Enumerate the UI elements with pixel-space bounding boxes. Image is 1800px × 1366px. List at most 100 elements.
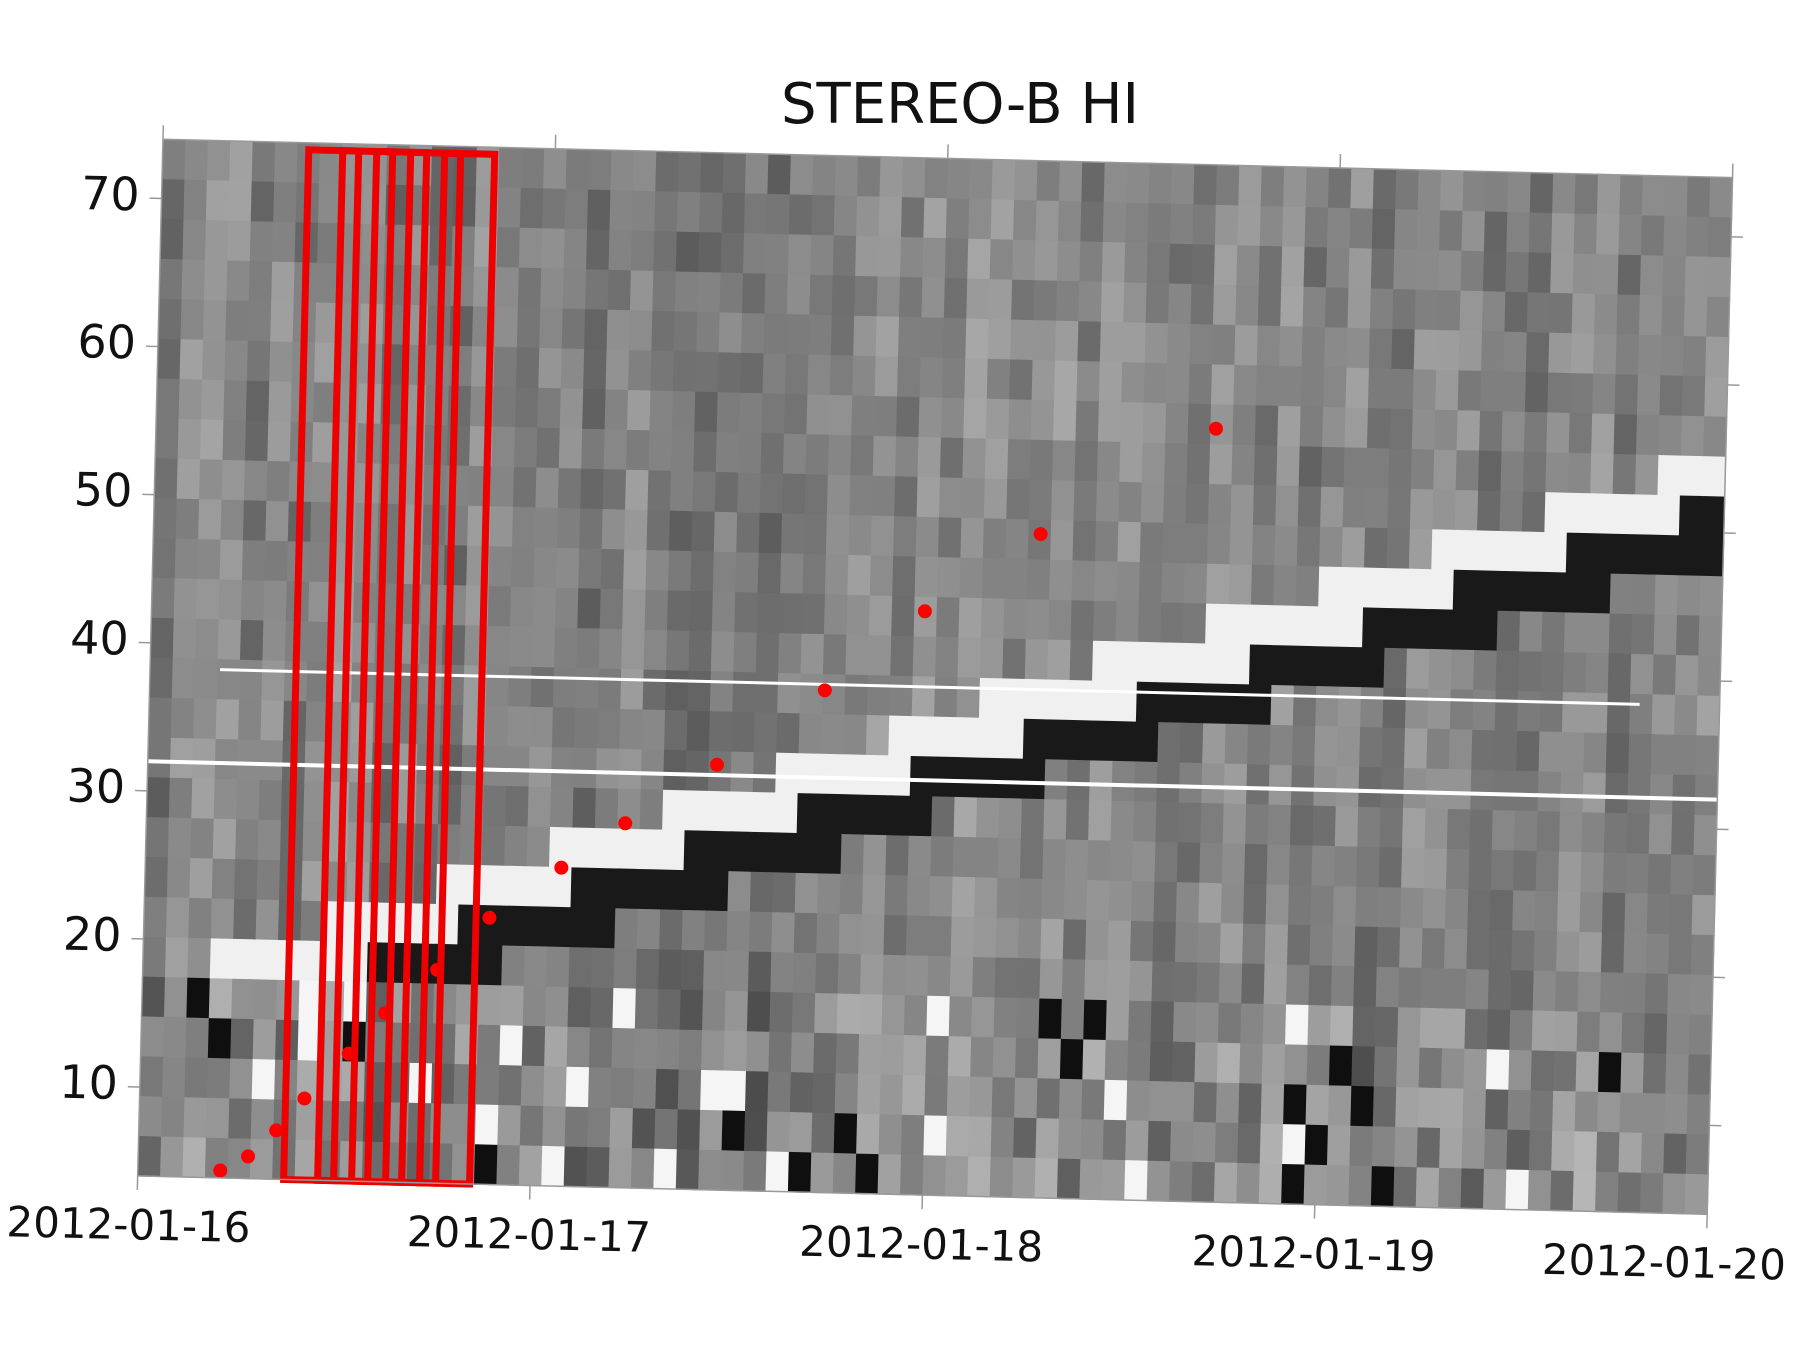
background-cell (1548, 332, 1573, 374)
background-cell (700, 152, 725, 194)
background-cell (237, 739, 262, 781)
background-cell (1411, 409, 1436, 451)
background-cell (945, 198, 970, 240)
background-cell (715, 432, 740, 474)
background-cell (243, 460, 268, 502)
background-cell (868, 595, 893, 637)
background-cell (1008, 399, 1033, 441)
background-cell (537, 387, 562, 429)
background-cell (1556, 931, 1581, 973)
background-cell (1435, 369, 1460, 411)
background-cell (1266, 844, 1291, 886)
background-cell (1329, 1005, 1354, 1047)
background-cell (1431, 529, 1456, 571)
background-cell (1703, 416, 1728, 458)
background-cell (272, 221, 297, 263)
background-cell (523, 945, 548, 988)
background-cell (1036, 160, 1061, 202)
background-cell (752, 752, 777, 794)
background-cell (956, 677, 981, 719)
background-cell (207, 1018, 232, 1060)
background-cell (1189, 323, 1214, 365)
background-cell (195, 618, 220, 660)
background-cell (1448, 729, 1473, 771)
background-cell (235, 819, 260, 861)
background-cell (1701, 496, 1726, 538)
background-cell (511, 506, 536, 548)
background-cell (1652, 654, 1677, 696)
background-cell (1146, 1160, 1171, 1202)
background-cell (1339, 606, 1364, 648)
background-cell (1476, 530, 1501, 572)
background-cell (1351, 1046, 1376, 1088)
background-cell (699, 1109, 724, 1151)
background-cell (1618, 214, 1643, 256)
background-cell (1646, 893, 1671, 935)
background-cell (842, 754, 867, 796)
background-cell (261, 660, 286, 702)
background-cell (1482, 1168, 1507, 1210)
background-cell (1122, 322, 1147, 364)
background-cell (613, 948, 638, 990)
background-cell (869, 555, 894, 597)
background-cell (1387, 488, 1412, 530)
background-cell (605, 349, 630, 391)
background-cell (1259, 1123, 1284, 1165)
background-cell (1602, 852, 1627, 894)
background-cell (823, 594, 848, 636)
background-cell (480, 865, 505, 907)
background-cell (1466, 929, 1491, 971)
background-cell (827, 434, 852, 476)
background-cell (1661, 295, 1686, 337)
background-cell (982, 518, 1007, 560)
background-cell (573, 747, 598, 789)
background-cell (999, 758, 1024, 800)
background-cell (1177, 802, 1202, 844)
background-cell (806, 394, 831, 436)
background-cell (1531, 1010, 1556, 1052)
background-cell (1588, 533, 1613, 575)
background-cell (1221, 843, 1246, 885)
background-cell (1423, 848, 1448, 890)
background-cell (1247, 684, 1273, 726)
background-cell (906, 875, 931, 917)
background-cell (727, 871, 752, 913)
background-cell (932, 756, 957, 798)
background-cell (1215, 164, 1240, 207)
background-cell (627, 389, 652, 431)
background-cell (538, 347, 563, 389)
background-cell (1392, 288, 1417, 331)
background-cell (724, 990, 749, 1032)
background-cell (596, 708, 621, 750)
background-cell (1338, 646, 1363, 688)
background-cell (1078, 281, 1103, 323)
background-cell (1684, 1173, 1709, 1215)
background-cell (1393, 249, 1418, 291)
background-cell (1706, 296, 1731, 338)
background-cell (873, 395, 898, 438)
background-cell (513, 427, 538, 469)
background-cell (587, 1107, 612, 1149)
background-cell (1096, 441, 1121, 483)
background-cell (1604, 772, 1629, 814)
background-cell (904, 955, 929, 997)
background-cell (879, 156, 904, 198)
background-cell (591, 907, 616, 949)
background-cell (1055, 280, 1080, 322)
marks (213, 421, 1223, 1178)
background-cell (1557, 891, 1582, 933)
background-cell (1250, 564, 1275, 606)
background-cell (937, 517, 963, 559)
background-cell (1303, 1164, 1328, 1206)
background-cell (1158, 682, 1183, 724)
background-cell (1092, 600, 1118, 642)
background-cell (667, 550, 692, 592)
background-cell (1125, 202, 1150, 244)
background-cell (473, 1144, 498, 1186)
background-cell (1040, 918, 1065, 960)
background-cell (790, 1032, 815, 1074)
background-cell (1072, 520, 1097, 562)
background-cell (1562, 652, 1587, 694)
background-cell (1335, 766, 1360, 808)
background-cell (923, 197, 948, 239)
